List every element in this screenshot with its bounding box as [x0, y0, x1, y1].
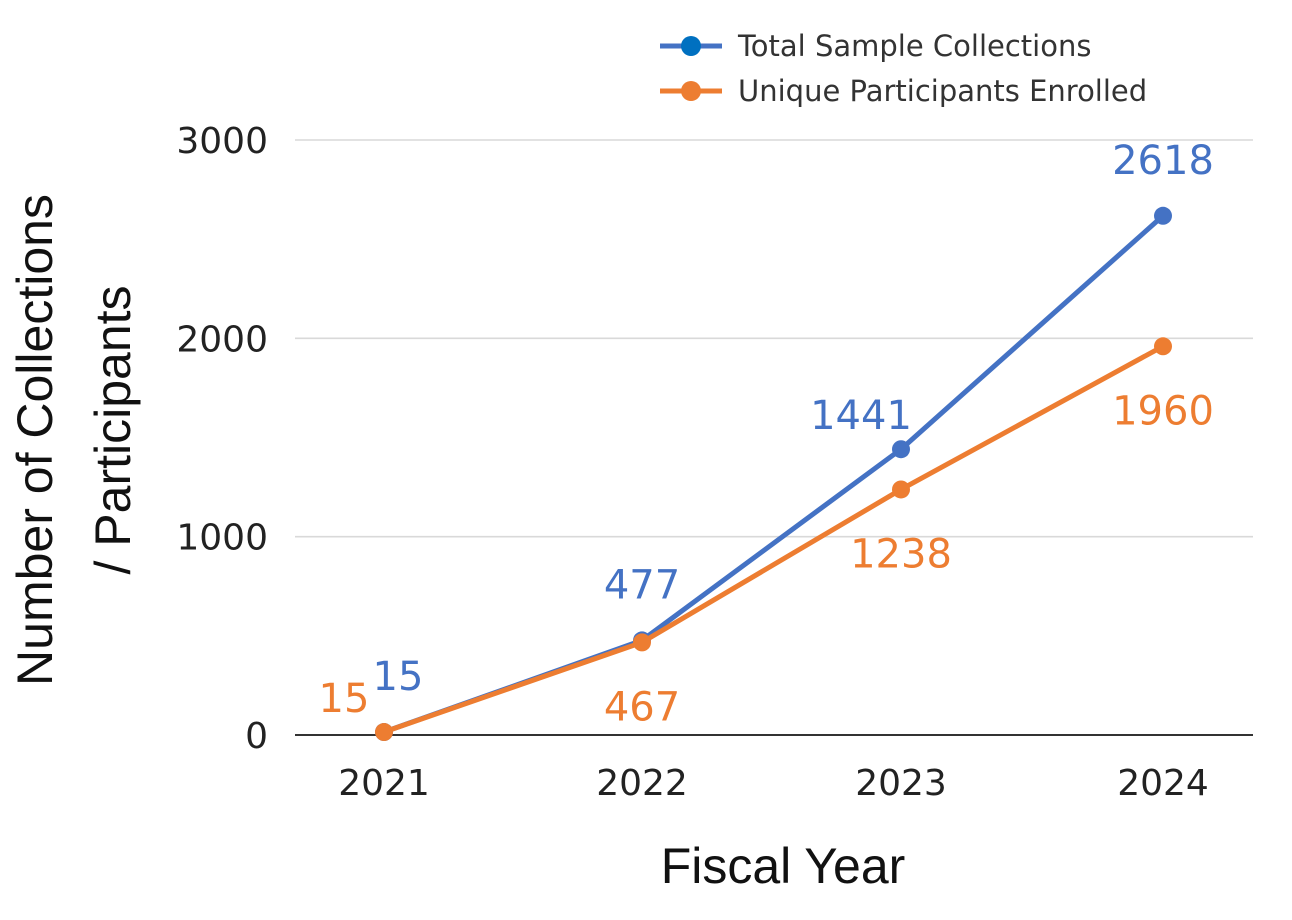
y-axis-title-line-2: / Participants — [85, 285, 141, 574]
series-2-data-label-2024: 1960 — [1112, 388, 1214, 434]
legend-marker-series-2 — [681, 81, 701, 101]
x-tick-label-2021: 2021 — [338, 763, 430, 804]
series-1-data-label-2021: 15 — [373, 654, 424, 700]
series-1-point-2023 — [892, 440, 910, 459]
series-1-point-2024 — [1154, 206, 1172, 225]
legend-label-series-2: Unique Participants Enrolled — [738, 74, 1147, 108]
y-axis-tick-labels: 0 1000 2000 3000 — [176, 121, 268, 757]
y-tick-label-2000: 2000 — [176, 319, 268, 360]
series-2-line — [381, 343, 1166, 735]
x-tick-label-2024: 2024 — [1117, 763, 1209, 804]
series-1-data-label-2023: 1441 — [810, 393, 912, 439]
x-tick-label-2023: 2023 — [855, 763, 947, 804]
series-2-point-2021 — [375, 723, 393, 742]
series-2-data-label-2022: 467 — [604, 684, 680, 730]
series-2-data-label-2021: 15 — [319, 676, 370, 722]
x-tick-label-2022: 2022 — [596, 763, 688, 804]
x-axis-title: Fiscal Year — [661, 838, 906, 894]
y-tick-label-3000: 3000 — [176, 121, 268, 162]
y-axis-title-line-1: Number of Collections — [7, 194, 63, 686]
series-2-point-2023 — [892, 480, 910, 499]
legend-marker-series-1 — [681, 36, 701, 56]
legend: Total Sample Collections Unique Participa… — [660, 29, 1147, 108]
series-2-point-2022 — [633, 633, 651, 652]
series-1-data-label-2024: 2618 — [1112, 138, 1214, 184]
gridlines — [295, 139, 1253, 736]
y-tick-label-0: 0 — [245, 716, 268, 757]
series-1-line — [381, 213, 1166, 735]
y-tick-label-1000: 1000 — [176, 518, 268, 559]
data-labels: 15 477 1441 2618 15 467 1238 1960 — [319, 138, 1214, 731]
series-1-data-label-2022: 477 — [604, 562, 680, 608]
x-axis-tick-labels: 2021 2022 2023 2024 — [338, 763, 1209, 804]
series-2-point-2024 — [1154, 337, 1172, 356]
y-axis-title: Number of Collections / Participants — [7, 194, 141, 686]
legend-label-series-1: Total Sample Collections — [737, 29, 1091, 63]
series-2-data-label-2023: 1238 — [850, 531, 952, 577]
series-lines — [375, 206, 1172, 742]
